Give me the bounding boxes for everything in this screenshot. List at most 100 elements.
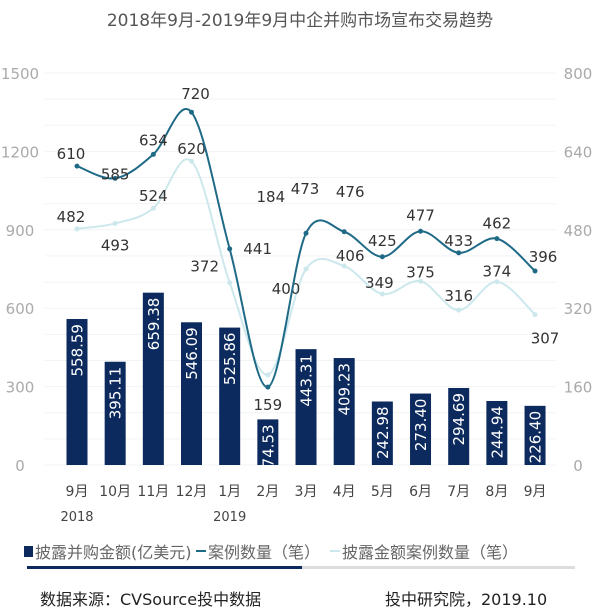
- line-label: 473: [291, 180, 320, 198]
- left-axis-tick: 300: [6, 379, 35, 397]
- bar: [371, 401, 393, 465]
- bar: [104, 361, 126, 465]
- line-point: [379, 291, 385, 297]
- x-axis-tick: 9月: [66, 484, 89, 500]
- line-point: [532, 268, 538, 274]
- line-label: 482: [57, 208, 86, 226]
- bar: [295, 349, 317, 465]
- legend-item-line2: 披露金额案例数量（笔）: [330, 539, 518, 563]
- legend-divider-accent: [27, 566, 302, 569]
- bar: [66, 319, 88, 465]
- right-axis-tick: 0: [573, 457, 583, 475]
- line-label: 524: [139, 187, 168, 205]
- bar-label: 558.59: [69, 324, 87, 377]
- left-axis-tick: 900: [6, 222, 35, 240]
- x-axis-tick: 10月: [99, 484, 131, 500]
- legend-label: 披露并购金额(亿美元): [35, 543, 192, 562]
- x-axis-tick: 6月: [409, 484, 432, 500]
- legend-square-icon: [24, 545, 33, 557]
- left-axis-tick: 1200: [1, 143, 39, 161]
- line-label: 433: [444, 232, 473, 250]
- line-series-1: [76, 108, 536, 389]
- line-point: [265, 372, 271, 378]
- bar: [181, 322, 203, 465]
- line-point: [227, 280, 233, 286]
- data-source: 数据来源：CVSource投中数据: [40, 590, 262, 609]
- line-point: [341, 263, 347, 269]
- right-axis-tick: 480: [564, 222, 593, 240]
- x-axis-tick: 3月: [295, 484, 318, 500]
- x-axis-tick: 9月: [524, 484, 547, 500]
- left-axis-tick: 0: [15, 457, 25, 475]
- x-axis-tick: 2月: [256, 484, 279, 500]
- line-point: [74, 163, 80, 169]
- bar: [524, 405, 546, 465]
- bar: [333, 358, 355, 465]
- legend-line-marker-icon: [196, 550, 206, 552]
- x-axis-tick: 7月: [447, 484, 470, 500]
- line-point: [341, 229, 347, 235]
- line-label: 462: [483, 215, 512, 233]
- bar-label: 525.86: [221, 333, 239, 386]
- line-point: [494, 279, 500, 285]
- x-axis-tick: 1月: [218, 484, 241, 500]
- line-point: [112, 220, 118, 226]
- line-point: [189, 158, 195, 164]
- legend-item-line1: 案例数量（笔）: [196, 539, 320, 563]
- line-label: 374: [483, 263, 512, 281]
- legend-line-marker-icon: [330, 550, 340, 552]
- line-point: [112, 175, 118, 181]
- legend-label: 案例数量（笔）: [208, 543, 321, 562]
- line-point: [74, 226, 80, 232]
- x-axis-tick: 11月: [137, 484, 169, 500]
- right-axis-tick: 320: [564, 300, 593, 318]
- bar: [486, 400, 508, 465]
- line-label: 720: [181, 85, 210, 103]
- line-point: [456, 307, 462, 313]
- line-point: [303, 230, 309, 236]
- x-axis-tick: 12月: [176, 484, 208, 500]
- bar-label: 242.98: [374, 407, 392, 460]
- right-axis-tick: 800: [564, 65, 593, 83]
- left-axis-tick: 1500: [1, 65, 39, 83]
- line-point: [418, 228, 424, 234]
- bar-label: 659.38: [145, 298, 163, 351]
- line-point: [532, 312, 538, 318]
- line-label: 184: [257, 188, 286, 206]
- line-point: [227, 246, 233, 252]
- x-axis-tick: 4月: [333, 484, 356, 500]
- line-label: 372: [190, 258, 219, 276]
- line-label: 425: [368, 232, 397, 250]
- line-label: 493: [101, 236, 130, 254]
- bar-label: 294.69: [450, 393, 468, 446]
- legend-item-bar: 披露并购金额(亿美元): [24, 539, 192, 563]
- line-label: 476: [336, 183, 365, 201]
- line-label: 441: [243, 240, 272, 258]
- bar-label: 226.40: [527, 411, 545, 464]
- x-axis-year: 2019: [213, 510, 246, 525]
- line-point: [150, 205, 156, 211]
- line-label: 349: [365, 274, 394, 292]
- publisher: 投中研究院，2019.10: [385, 590, 548, 609]
- line-point: [303, 266, 309, 272]
- x-axis-tick: 5月: [371, 484, 394, 500]
- bar-label: 443.31: [298, 354, 316, 407]
- bar: [257, 419, 279, 465]
- line-point: [189, 109, 195, 115]
- bar-label: 546.09: [183, 327, 201, 380]
- line-point: [494, 236, 500, 242]
- legend-label: 披露金额案例数量（笔）: [342, 543, 519, 562]
- line-label: 159: [254, 396, 283, 414]
- bar: [142, 292, 164, 465]
- line-label: 400: [272, 280, 301, 298]
- line-point: [150, 151, 156, 157]
- line-label: 620: [177, 140, 206, 158]
- right-axis-tick: 160: [564, 379, 593, 397]
- bar-label: 174.53: [259, 424, 277, 477]
- bar: [219, 327, 241, 465]
- line-label: 634: [139, 131, 168, 149]
- line-label: 585: [101, 165, 130, 183]
- line-point: [265, 384, 271, 390]
- line-label: 307: [531, 330, 560, 348]
- left-axis-tick: 600: [6, 300, 35, 318]
